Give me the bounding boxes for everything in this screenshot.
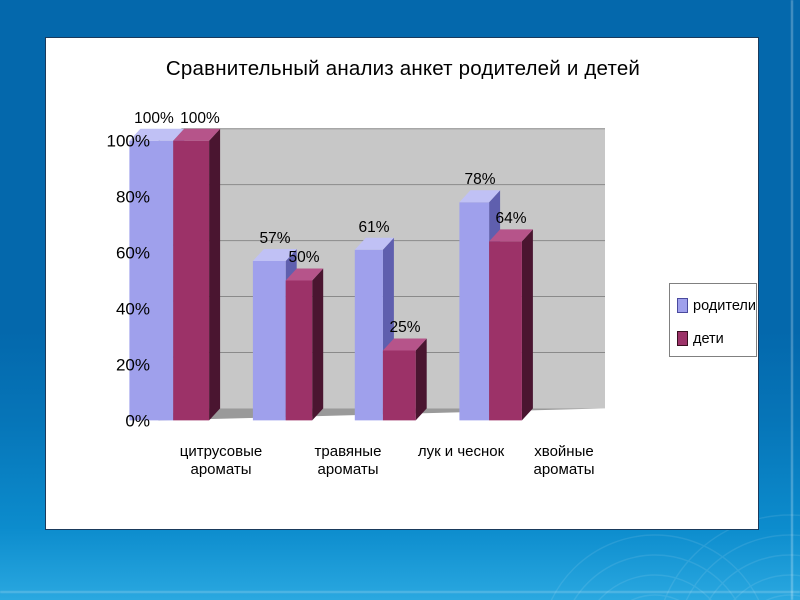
svg-text:100%: 100% [134, 110, 174, 127]
svg-text:57%: 57% [259, 230, 290, 247]
svg-text:цитрусовые: цитрусовые [180, 443, 262, 460]
svg-text:100%: 100% [107, 132, 150, 151]
svg-text:78%: 78% [464, 171, 495, 188]
svg-text:61%: 61% [358, 219, 389, 236]
svg-text:хвойные: хвойные [534, 443, 593, 460]
svg-text:80%: 80% [116, 188, 150, 207]
svg-text:ароматы: ароматы [317, 461, 378, 478]
svg-text:25%: 25% [389, 319, 420, 336]
svg-text:50%: 50% [288, 249, 319, 266]
svg-text:60%: 60% [116, 244, 150, 263]
svg-text:40%: 40% [116, 300, 150, 319]
svg-text:20%: 20% [116, 356, 150, 375]
svg-text:травяные: травяные [315, 443, 382, 460]
svg-text:ароматы: ароматы [533, 461, 594, 478]
svg-text:0%: 0% [125, 411, 150, 430]
svg-text:64%: 64% [495, 210, 526, 227]
svg-text:100%: 100% [180, 110, 220, 127]
svg-text:лук и чеснок: лук и чеснок [418, 443, 505, 460]
svg-text:ароматы: ароматы [190, 461, 251, 478]
